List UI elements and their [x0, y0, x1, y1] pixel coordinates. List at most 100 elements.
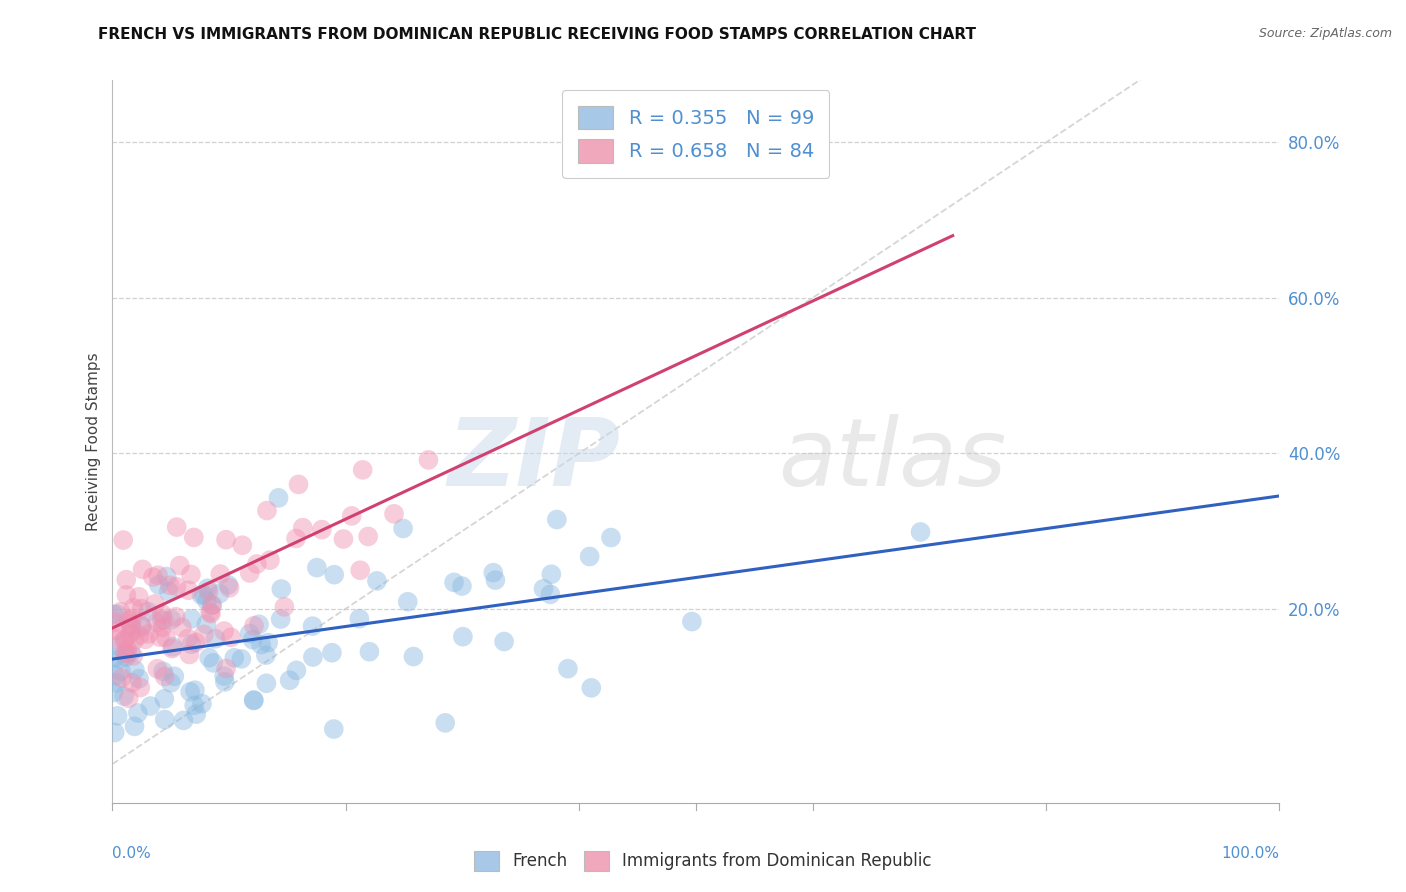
Point	[180, 612, 202, 626]
Point	[122, 633, 145, 648]
Point	[153, 691, 176, 706]
Point	[242, 632, 264, 647]
Point	[131, 562, 153, 576]
Point	[183, 698, 205, 713]
Point	[546, 512, 568, 526]
Point	[484, 573, 506, 587]
Point	[179, 648, 201, 662]
Point	[533, 582, 555, 596]
Point	[118, 691, 141, 706]
Point	[112, 533, 135, 547]
Point	[150, 613, 173, 627]
Point	[270, 582, 292, 596]
Point	[149, 630, 172, 644]
Point	[155, 631, 177, 645]
Point	[180, 637, 202, 651]
Point	[124, 663, 146, 677]
Point	[179, 685, 201, 699]
Point	[153, 713, 176, 727]
Point	[214, 674, 236, 689]
Point	[136, 605, 159, 619]
Point	[581, 681, 603, 695]
Point	[129, 618, 152, 632]
Point	[152, 620, 174, 634]
Point	[128, 628, 150, 642]
Point	[152, 665, 174, 679]
Point	[243, 693, 266, 707]
Point	[121, 612, 143, 626]
Point	[160, 613, 183, 627]
Point	[105, 676, 128, 690]
Point	[180, 567, 202, 582]
Point	[124, 719, 146, 733]
Point	[139, 699, 162, 714]
Point	[131, 620, 153, 634]
Point	[165, 609, 187, 624]
Point	[247, 617, 270, 632]
Point	[134, 632, 156, 647]
Point	[105, 607, 128, 622]
Point	[418, 453, 440, 467]
Point	[160, 676, 183, 690]
Point	[557, 662, 579, 676]
Point	[170, 620, 193, 634]
Point	[107, 639, 129, 653]
Point	[200, 607, 222, 621]
Point	[285, 532, 308, 546]
Point	[273, 599, 295, 614]
Point	[104, 725, 127, 739]
Point	[195, 594, 218, 608]
Point	[114, 650, 136, 665]
Point	[215, 533, 238, 547]
Point	[357, 529, 380, 543]
Point	[204, 632, 226, 646]
Point	[105, 632, 128, 646]
Text: ZIP: ZIP	[447, 414, 620, 506]
Point	[254, 676, 277, 690]
Point	[146, 662, 169, 676]
Point	[153, 613, 176, 627]
Legend: R = 0.355   N = 99, R = 0.658   N = 84: R = 0.355 N = 99, R = 0.658 N = 84	[562, 90, 830, 178]
Point	[239, 566, 262, 580]
Point	[600, 531, 623, 545]
Point	[197, 584, 219, 599]
Point	[202, 656, 225, 670]
Point	[117, 646, 139, 660]
Point	[103, 607, 125, 622]
Point	[285, 664, 308, 678]
Point	[321, 646, 343, 660]
Point	[115, 642, 138, 657]
Point	[278, 673, 301, 688]
Point	[291, 521, 314, 535]
Point	[118, 613, 141, 627]
Point	[110, 605, 132, 619]
Point	[131, 601, 153, 615]
Point	[114, 632, 136, 646]
Point	[239, 626, 262, 640]
Point	[193, 588, 215, 602]
Point	[578, 549, 600, 564]
Point	[107, 709, 129, 723]
Point	[104, 668, 127, 682]
Point	[359, 645, 381, 659]
Point	[184, 635, 207, 649]
Point	[208, 587, 231, 601]
Point	[138, 627, 160, 641]
Point	[215, 661, 238, 675]
Point	[434, 715, 457, 730]
Point	[250, 638, 273, 652]
Point	[540, 567, 562, 582]
Point	[538, 587, 561, 601]
Point	[443, 575, 465, 590]
Point	[143, 597, 166, 611]
Point	[243, 618, 266, 632]
Point	[349, 612, 371, 626]
Point	[153, 669, 176, 683]
Point	[110, 664, 132, 678]
Point	[156, 569, 179, 583]
Point	[128, 672, 150, 686]
Point	[120, 646, 142, 660]
Point	[146, 568, 169, 582]
Point	[103, 685, 125, 699]
Point	[352, 463, 374, 477]
